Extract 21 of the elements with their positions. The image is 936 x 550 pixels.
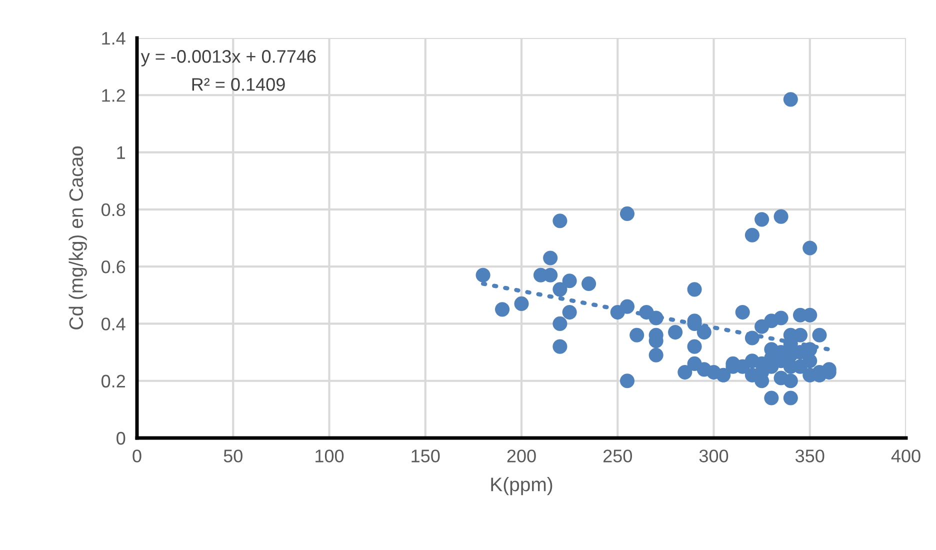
y-tick-label: 1 bbox=[117, 146, 126, 159]
y-tick-label: 0.2 bbox=[101, 374, 125, 388]
x-tick-label: 100 bbox=[316, 450, 344, 462]
x-tick-label: 0 bbox=[132, 450, 142, 462]
y-axis-title: Cd (mg/kg) en Cacao bbox=[68, 146, 87, 330]
y-tick-label: 0.6 bbox=[101, 260, 126, 274]
y-tick-label: 1.2 bbox=[102, 89, 125, 102]
x-tick-label: 400 bbox=[891, 450, 920, 462]
x-tick-label: 250 bbox=[603, 450, 632, 462]
annotation: R² = 0.1409 bbox=[192, 78, 285, 91]
y-tick-label: 1.4 bbox=[102, 32, 126, 45]
x-tick-label: 150 bbox=[412, 450, 440, 462]
x-tick-label: 300 bbox=[699, 450, 728, 462]
x-axis-title: K(ppm) bbox=[491, 477, 552, 496]
annotation: y = -0.0013x + 0.7746 bbox=[140, 50, 316, 66]
x-tick-label: 200 bbox=[507, 450, 536, 462]
y-tick-label: 0.8 bbox=[101, 203, 126, 216]
x-tick-label: 50 bbox=[224, 450, 242, 462]
y-tick-label: 0 bbox=[116, 432, 126, 445]
x-tick-label: 350 bbox=[796, 450, 824, 462]
y-tick-label: 0.4 bbox=[101, 318, 126, 330]
